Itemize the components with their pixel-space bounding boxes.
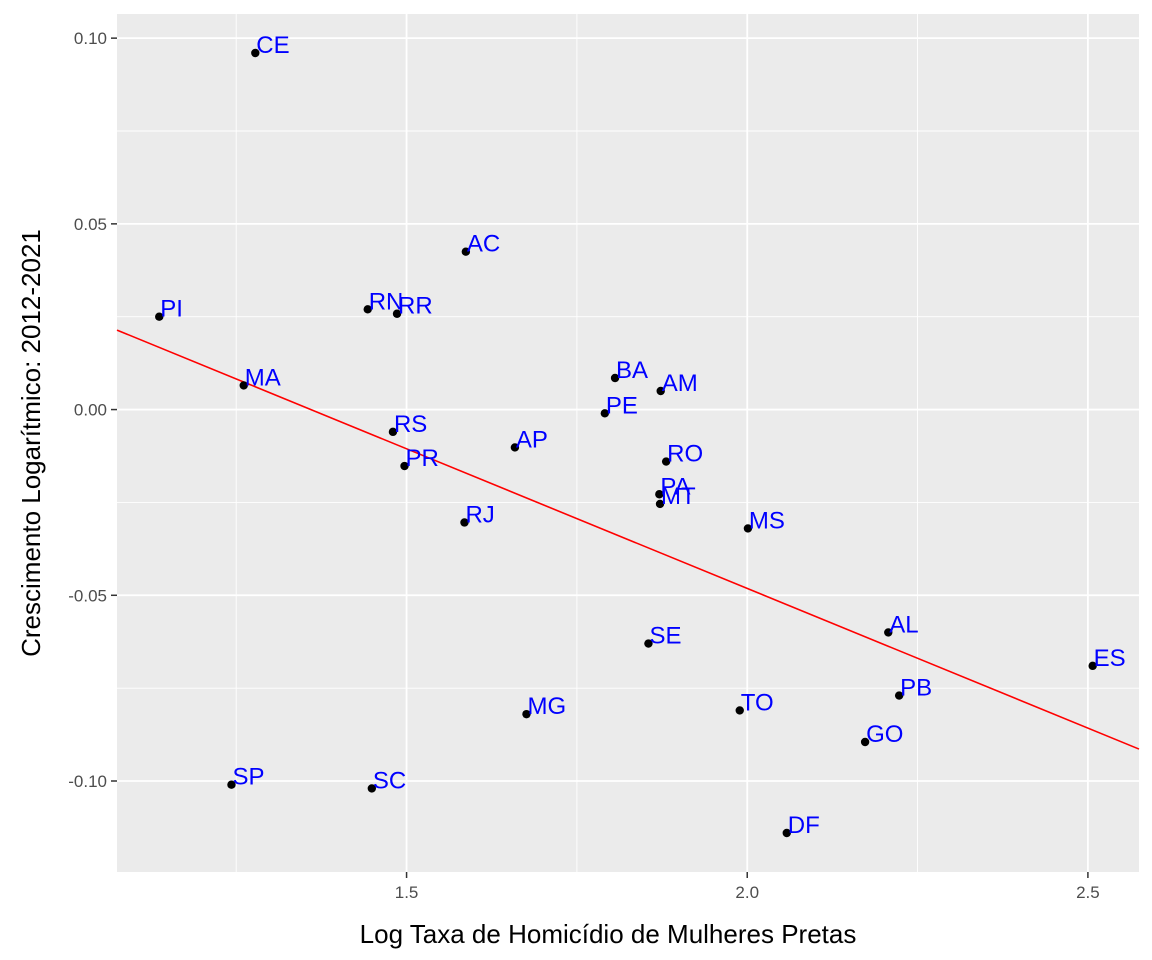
y-tick-label: -0.10: [68, 772, 107, 791]
data-point-ma: [239, 381, 248, 390]
point-label-ac: AC: [467, 231, 500, 258]
point-label-pi: PI: [160, 296, 183, 323]
point-label-ms: MS: [749, 507, 785, 534]
y-tick-label: 0.00: [74, 401, 107, 420]
x-axis-title: Log Taxa de Homicídio de Mulheres Pretas: [360, 919, 857, 949]
point-label-sc: SC: [373, 767, 406, 794]
data-point-pi: [155, 312, 164, 321]
data-point-rn: [363, 305, 372, 314]
point-label-rs: RS: [394, 411, 427, 438]
minor-gridlines: [117, 14, 1139, 872]
point-label-rj: RJ: [465, 501, 494, 528]
x-tick-label: 1.5: [395, 883, 419, 902]
point-label-ap: AP: [516, 426, 548, 453]
data-point-df: [782, 828, 791, 838]
data-points: [155, 48, 1097, 838]
data-point-ba: [610, 373, 620, 383]
point-label-pr: PR: [406, 445, 439, 472]
point-label-pb: PB: [900, 675, 932, 702]
data-point-sc: [367, 784, 377, 793]
point-label-pe: PE: [606, 392, 638, 419]
y-axis-title: Crescimento Logarítmico: 2012-2021: [16, 229, 46, 657]
y-tick-label: 0.10: [74, 29, 107, 48]
data-point-pb: [894, 691, 904, 700]
data-point-al: [884, 628, 893, 637]
data-point-to: [735, 706, 744, 715]
x-tick-label: 2.0: [735, 883, 759, 902]
data-point-ro: [661, 457, 671, 466]
data-point-mt: [655, 499, 665, 509]
point-label-go: GO: [866, 721, 903, 748]
point-label-am: AM: [662, 370, 698, 397]
data-point-pe: [600, 409, 610, 418]
x-tick-label: 2.5: [1076, 883, 1100, 902]
point-label-ma: MA: [245, 364, 281, 391]
regression-line: [116, 329, 1140, 750]
point-label-pa: PA: [660, 473, 690, 500]
point-label-se: SE: [649, 623, 681, 650]
data-point-ap: [510, 443, 520, 452]
point-label-ba: BA: [616, 357, 648, 384]
data-point-sp: [227, 780, 236, 789]
point-label-rr: RR: [398, 293, 433, 320]
y-tick-label: -0.05: [68, 586, 107, 605]
plot-panel: [117, 14, 1139, 872]
data-point-ac: [461, 247, 471, 256]
data-point-ms: [743, 524, 753, 533]
data-point-mg: [522, 709, 531, 719]
y-tick-label: 0.05: [74, 215, 107, 234]
data-point-rj: [460, 518, 469, 527]
point-label-ro: RO: [667, 441, 703, 468]
regression-line-group: [116, 329, 1140, 750]
point-label-mg: MG: [527, 693, 566, 720]
point-label-to: TO: [741, 689, 774, 716]
point-label-al: AL: [889, 611, 918, 638]
data-point-am: [656, 386, 665, 396]
point-label-rn: RN: [369, 288, 404, 315]
major-gridlines: [117, 14, 1139, 872]
x-axis: 1.5 2.0 2.5: [395, 872, 1100, 902]
point-label-mt: MT: [661, 483, 696, 510]
data-point-ce: [251, 48, 260, 58]
data-point-rr: [392, 309, 402, 318]
point-label-sp: SP: [232, 764, 264, 791]
point-label-es: ES: [1094, 645, 1126, 672]
data-point-se: [644, 639, 653, 648]
data-point-pr: [400, 461, 409, 471]
data-point-es: [1088, 661, 1097, 671]
data-point-rs: [388, 427, 398, 437]
data-point-pa: [655, 490, 664, 499]
point-label-df: DF: [788, 812, 820, 839]
point-label-ce: CE: [256, 32, 289, 59]
y-axis: 0.10 0.05 0.00 -0.05 -0.10: [68, 29, 117, 791]
data-point-go: [860, 737, 870, 747]
